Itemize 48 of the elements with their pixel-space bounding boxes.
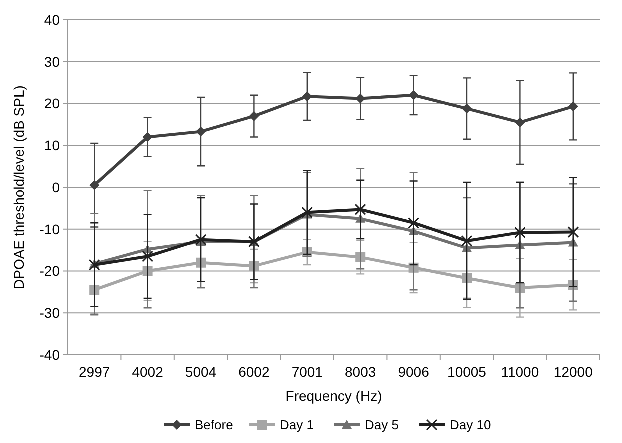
legend-label: Day 10 [450,418,492,433]
point [302,206,314,218]
y-tick-label: 20 [44,96,60,112]
point [462,273,472,284]
point [302,92,312,102]
y-tick-label: 10 [44,138,60,154]
legend-label: Before [195,418,234,433]
x-tick-label: 5004 [185,364,217,380]
point [90,285,100,296]
point [90,180,100,190]
point [408,90,419,100]
point [356,252,366,262]
x-tick-label: 2997 [79,364,110,380]
y-tick-label: 30 [44,54,60,70]
x-tick-label: 4002 [132,364,164,380]
point [462,104,472,114]
point [88,259,100,271]
x-tick-label: 9006 [398,364,430,380]
y-tick-label: 0 [52,179,60,196]
legend-label: Day 1 [280,418,314,433]
point [568,102,578,112]
x-axis-title: Frequency (Hz) [286,388,382,404]
legend-label: Day 5 [365,418,399,433]
y-tick-label: -30 [40,305,60,322]
point [142,132,153,142]
point [354,204,366,216]
point [461,235,473,247]
y-tick-label: -40 [40,346,60,363]
x-tick-label: 12000 [554,364,594,380]
point [196,258,206,268]
y-tick-label: -20 [40,263,60,280]
x-tick-label: 8003 [345,364,376,380]
x-tick-label: 11000 [501,364,540,380]
point [515,118,526,128]
point [356,94,366,104]
point [568,226,580,238]
point [408,217,420,229]
y-tick-label: 40 [44,12,60,28]
y-tick-label: -10 [40,221,60,238]
x-tick-label: 6002 [238,364,270,380]
point [142,250,154,262]
point [514,226,526,238]
x-tick-label: 7001 [292,364,324,380]
point [249,111,260,122]
point [195,234,207,246]
point [196,126,206,137]
y-axis-title: DPOAE threshold/level (dB SPL) [11,86,27,290]
x-tick-label: 10005 [448,364,487,380]
